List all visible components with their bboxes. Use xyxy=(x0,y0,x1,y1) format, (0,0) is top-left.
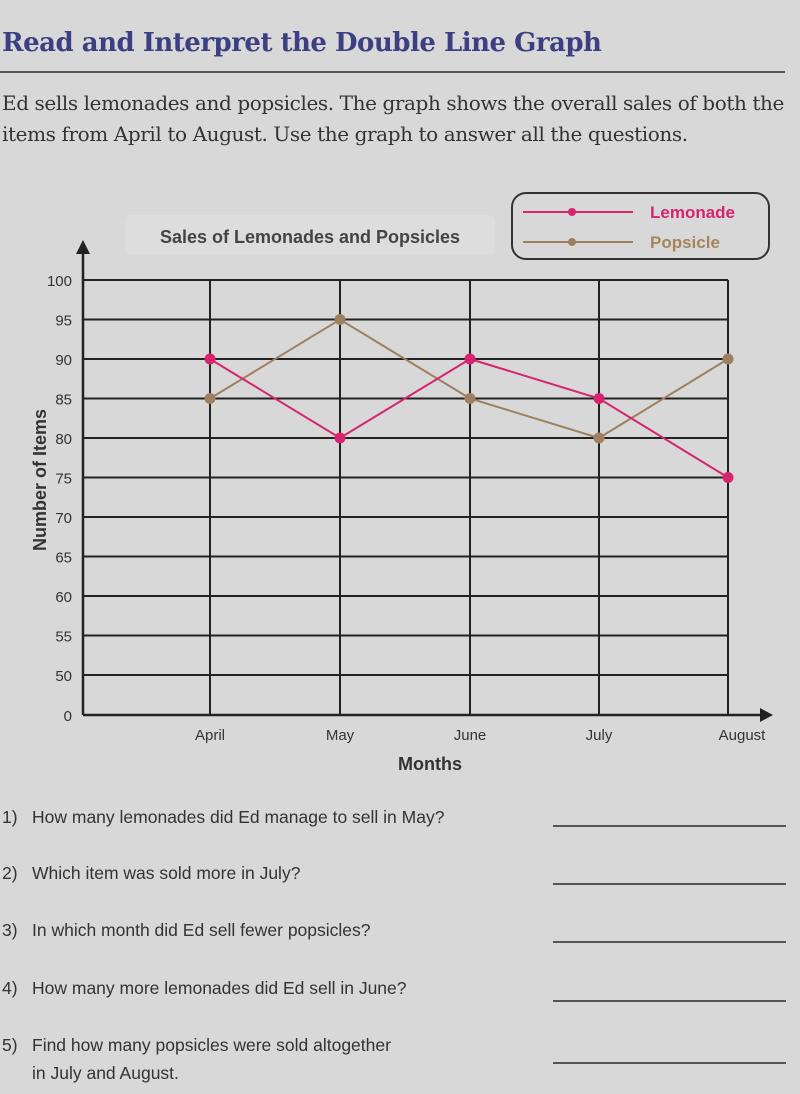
data-point-popsicle xyxy=(464,393,476,404)
y-tick-label: 95 xyxy=(55,313,72,330)
y-tick-label: 50 xyxy=(55,668,72,685)
chart-title: Sales of Lemonades and Popsicles xyxy=(160,227,460,247)
x-tick-label: April xyxy=(195,727,225,744)
intro-text: Ed sells lemonades and popsicles. The gr… xyxy=(2,91,784,146)
data-point-lemonade xyxy=(593,393,605,404)
y-axis-label: Number of Items xyxy=(30,409,50,551)
chart-title-bg xyxy=(125,215,495,255)
legend-box xyxy=(511,192,770,260)
y-tick-label: 85 xyxy=(55,392,72,409)
x-axis-arrow-icon xyxy=(760,708,773,722)
question-4: 4) How many more lemonades did Ed sell in… xyxy=(2,974,407,1002)
answer-line-4[interactable] xyxy=(553,1000,786,1002)
answer-line-2[interactable] xyxy=(553,883,786,885)
question-text: Find how many popsicles were sold altoge… xyxy=(32,1031,391,1087)
answer-line-3[interactable] xyxy=(553,941,786,943)
question-number: 4) xyxy=(2,978,18,998)
question-text-line-2: in July and August. xyxy=(32,1063,179,1083)
legend-lemonade-marker xyxy=(568,208,576,216)
y-tick-label: 0 xyxy=(64,708,72,725)
data-point-popsicle xyxy=(204,393,216,404)
question-text: How many lemonades did Ed manage to sell… xyxy=(32,807,445,827)
x-tick-label: June xyxy=(454,727,487,744)
question-text: In which month did Ed sell fewer popsicl… xyxy=(32,920,371,940)
title-divider xyxy=(0,71,785,73)
chart-grid xyxy=(83,279,729,715)
y-tick-label: 70 xyxy=(55,510,72,527)
question-number: 3) xyxy=(2,920,18,940)
y-tick-label: 75 xyxy=(55,471,72,488)
data-point-lemonade xyxy=(204,353,216,365)
chart-series xyxy=(204,314,734,483)
x-axis-label: Months xyxy=(398,754,462,774)
chart-axes xyxy=(76,240,773,722)
legend-popsicle-label: Popsicle xyxy=(650,233,720,252)
question-1: 1) How many lemonades did Ed manage to se… xyxy=(2,803,444,831)
question-number: 2) xyxy=(2,863,18,883)
x-tick-labels: April May June July August xyxy=(195,727,766,744)
legend: Lemonade Popsicle xyxy=(511,192,770,260)
question-number: 1) xyxy=(2,807,18,827)
question-text: How many more lemonades did Ed sell in J… xyxy=(32,978,407,998)
y-tick-labels: 0 50 55 60 65 70 75 80 85 90 95 100 xyxy=(47,273,72,725)
line-chart: Sales of Lemonades and Popsicles Lemonad… xyxy=(30,192,773,774)
legend-popsicle-marker xyxy=(568,238,576,246)
y-tick-label: 55 xyxy=(55,629,72,646)
data-point-lemonade xyxy=(722,472,734,483)
question-text-line-1: Find how many popsicles were sold altoge… xyxy=(32,1035,391,1055)
x-tick-label: August xyxy=(719,727,767,744)
data-point-popsicle xyxy=(334,314,346,325)
x-tick-label: July xyxy=(586,727,613,744)
answer-line-5[interactable] xyxy=(553,1062,786,1064)
data-point-popsicle xyxy=(722,353,734,365)
question-3: 3) In which month did Ed sell fewer popsi… xyxy=(2,916,371,944)
data-point-lemonade xyxy=(334,432,346,444)
y-tick-label: 60 xyxy=(55,589,72,606)
question-text: Which item was sold more in July? xyxy=(32,863,301,883)
y-tick-label: 65 xyxy=(55,550,72,567)
legend-lemonade-label: Lemonade xyxy=(650,203,735,222)
y-tick-label: 90 xyxy=(55,352,72,369)
x-tick-label: May xyxy=(326,727,355,744)
question-number: 5) xyxy=(2,1035,18,1055)
worksheet-title: Read and Interpret the Double Line Graph xyxy=(2,28,602,58)
data-point-lemonade xyxy=(464,353,476,365)
y-axis-arrow-icon xyxy=(76,240,90,254)
question-5: 5) Find how many popsicles were sold alto… xyxy=(2,1031,391,1087)
y-tick-label: 80 xyxy=(55,431,72,448)
data-point-popsicle xyxy=(593,432,605,444)
answer-line-1[interactable] xyxy=(553,825,786,827)
y-tick-label: 100 xyxy=(47,273,72,290)
question-2: 2) Which item was sold more in July? xyxy=(2,859,300,887)
